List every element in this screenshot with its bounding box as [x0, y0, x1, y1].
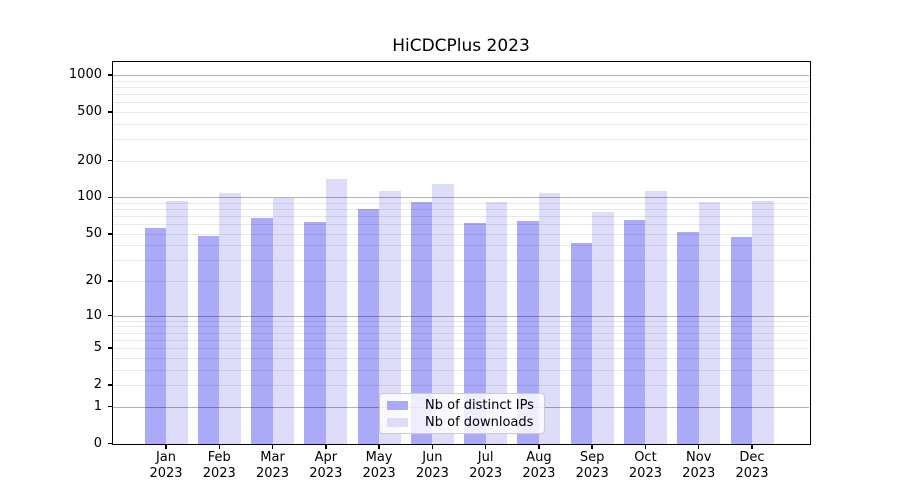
chart-title: HiCDCPlus 2023 — [392, 36, 530, 56]
y-tick-200 — [107, 159, 113, 162]
x-tick-label-jun: Jun 2023 — [415, 450, 449, 481]
y-tick-1 — [107, 405, 113, 408]
bar-downloads-may — [379, 190, 401, 444]
x-tick-nov — [697, 444, 700, 449]
bar-downloads-apr — [325, 178, 348, 444]
bar-ips-may — [357, 209, 380, 444]
x-tick-label-oct: Oct 2023 — [628, 450, 662, 481]
legend-entry-downloads: Nb of downloads — [387, 415, 536, 430]
x-tick-label-may: May 2023 — [362, 450, 396, 481]
x-tick-may — [378, 444, 380, 449]
x-tick-label-feb: Feb 2023 — [202, 450, 236, 481]
x-tick-label-mar: Mar 2023 — [255, 450, 290, 481]
y-tick-100 — [107, 196, 113, 199]
bar-ips-nov — [677, 231, 699, 444]
x-tick-label-apr: Apr 2023 — [309, 450, 343, 481]
bar-ips-jul — [464, 223, 486, 444]
x-tick-jul — [484, 444, 487, 449]
bar-ips-dec — [730, 237, 752, 444]
legend-swatch-downloads — [387, 417, 408, 427]
y-tick-500 — [107, 111, 113, 113]
legend-swatch-distinct-ips — [387, 400, 408, 410]
bar-downloads-jul — [485, 202, 508, 444]
y-tick-10 — [107, 314, 113, 317]
bar-downloads-sep — [592, 212, 614, 444]
x-tick-label-nov: Nov 2023 — [682, 450, 716, 481]
bar-downloads-jun — [432, 183, 454, 444]
y-tick-label-500: 500 — [77, 103, 102, 119]
legend-label-downloads: Nb of downloads — [425, 414, 534, 430]
y-tick-label-20: 20 — [85, 273, 102, 289]
bars-layer — [113, 62, 809, 444]
x-tick-feb — [218, 444, 221, 449]
y-tick-label-1: 1 — [93, 398, 102, 414]
legend-label-distinct-ips: Nb of distinct IPs — [425, 397, 534, 413]
bar-ips-aug — [517, 220, 539, 444]
y-tick-50 — [107, 233, 113, 235]
bar-ips-jun — [410, 201, 433, 444]
y-tick-label-2: 2 — [93, 376, 102, 392]
legend-entry-distinct-ips: Nb of distinct IPs — [387, 398, 536, 413]
y-tick-label-200: 200 — [77, 152, 102, 168]
bar-downloads-dec — [752, 200, 774, 444]
x-tick-jun — [431, 444, 434, 449]
y-tick-1000 — [107, 74, 113, 76]
x-tick-apr — [325, 444, 327, 449]
x-tick-label-jul: Jul 2023 — [469, 450, 503, 481]
y-tick-0 — [107, 442, 113, 445]
legend: Nb of distinct IPs Nb of downloads — [379, 393, 545, 434]
x-tick-label-aug: Aug 2023 — [522, 450, 556, 481]
y-tick-label-0: 0 — [93, 435, 102, 451]
bar-downloads-feb — [219, 193, 241, 444]
bar-downloads-aug — [538, 193, 561, 444]
x-tick-jan — [165, 444, 167, 449]
x-tick-dec — [751, 444, 753, 449]
x-tick-label-sep: Sep 2023 — [575, 450, 609, 481]
x-tick-aug — [538, 444, 540, 449]
bar-ips-mar — [251, 218, 273, 444]
x-tick-label-dec: Dec 2023 — [735, 450, 769, 481]
y-tick-5 — [107, 347, 113, 349]
y-tick-label-5: 5 — [93, 339, 102, 355]
bar-downloads-oct — [645, 190, 667, 444]
y-tick-label-50: 50 — [85, 225, 102, 241]
x-tick-label-jan: Jan 2023 — [149, 450, 183, 481]
x-tick-oct — [644, 444, 647, 449]
y-tick-label-10: 10 — [85, 307, 102, 323]
y-tick-2 — [107, 384, 113, 386]
y-tick-20 — [107, 280, 113, 282]
bar-downloads-mar — [272, 198, 295, 444]
y-tick-label-1000: 1000 — [68, 66, 102, 82]
bar-ips-feb — [197, 235, 220, 444]
x-tick-sep — [591, 444, 593, 449]
bar-downloads-jan — [166, 201, 188, 444]
y-tick-label-100: 100 — [77, 189, 102, 205]
bar-ips-jan — [144, 227, 166, 444]
bar-ips-sep — [570, 242, 593, 444]
x-tick-mar — [271, 444, 274, 449]
bar-ips-oct — [623, 220, 646, 444]
plot-area — [113, 62, 809, 444]
bar-ips-apr — [304, 221, 326, 444]
bar-downloads-nov — [698, 201, 721, 444]
